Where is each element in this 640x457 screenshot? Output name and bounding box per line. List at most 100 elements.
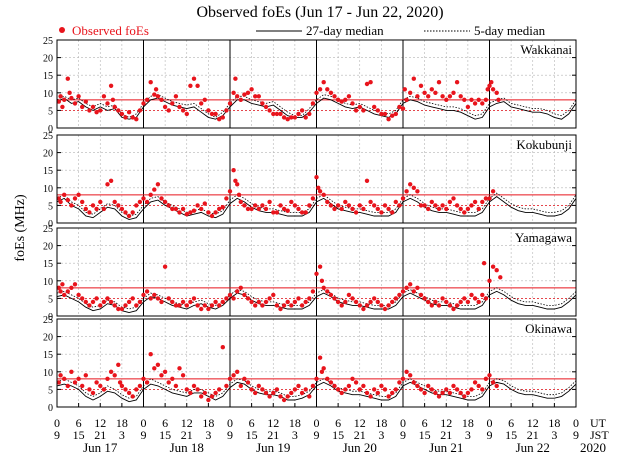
observed-point: [173, 383, 179, 389]
observed-point: [209, 303, 215, 308]
observed-point: [116, 108, 121, 113]
observed-point: [346, 292, 352, 298]
observed-point: [235, 94, 240, 99]
observed-point: [372, 296, 377, 301]
observed-point: [202, 201, 207, 206]
observed-point: [494, 268, 499, 273]
observed-point: [112, 373, 117, 378]
observed-point: [231, 90, 236, 96]
observed-point: [487, 196, 492, 201]
observed-point: [202, 390, 207, 396]
observed-point: [343, 299, 348, 305]
observed-point: [339, 303, 344, 308]
panel-frame: [56, 227, 577, 317]
jst-tick-label: 21: [354, 428, 366, 442]
observed-point: [462, 296, 467, 301]
observed-point: [397, 203, 402, 208]
observed-point: [126, 213, 132, 219]
observed-point: [108, 369, 114, 374]
observed-point: [480, 292, 485, 298]
median5-line: [56, 378, 577, 399]
observed-point: [400, 106, 406, 111]
observed-point: [278, 394, 283, 399]
observed-point: [328, 203, 334, 208]
observed-point: [173, 303, 179, 308]
y-tick-label: 5: [48, 106, 53, 117]
observed-point: [372, 104, 377, 110]
observed-point: [476, 383, 481, 389]
y-tick-label: 15: [43, 166, 53, 177]
observed-point: [159, 196, 164, 201]
observed-point: [451, 196, 456, 201]
ut-label: UT: [590, 416, 607, 430]
observed-point: [483, 296, 489, 301]
observed-point: [130, 210, 135, 215]
observed-point: [152, 187, 157, 192]
ut-tick-label: 18: [202, 416, 214, 430]
observed-point: [310, 196, 316, 201]
observed-point: [278, 306, 283, 312]
median27-line: [56, 290, 577, 313]
observed-point: [148, 80, 153, 85]
observed-point: [444, 97, 449, 103]
observed-point: [490, 189, 496, 194]
observed-point: [213, 299, 218, 305]
observed-point: [274, 111, 280, 117]
observed-point: [357, 203, 362, 208]
observed-point: [224, 108, 229, 113]
observed-point: [101, 299, 107, 305]
observed-point: [152, 366, 157, 371]
observed-point: [382, 387, 388, 392]
observed-point: [180, 206, 186, 212]
observed-point: [480, 101, 485, 106]
observed-point: [386, 206, 391, 212]
observed-point: [177, 210, 182, 215]
ut-tick-label: 12: [181, 416, 193, 430]
observed-point: [137, 299, 143, 305]
observed-point: [58, 373, 63, 378]
observed-point: [458, 299, 463, 305]
observed-point: [292, 387, 298, 392]
observed-point: [317, 87, 323, 92]
observed-point: [180, 373, 186, 378]
ut-tick-label: 12: [527, 416, 539, 430]
observed-point: [80, 296, 85, 301]
panel-okinawa: 0 5 10 15 20 25 Okinawa: [43, 315, 577, 414]
observed-point: [372, 203, 377, 208]
y-tick-label: 0: [48, 312, 53, 323]
ut-tick-label: 18: [375, 416, 387, 430]
jst-tick-label: 9: [487, 428, 493, 442]
observed-point: [335, 97, 341, 103]
observed-point: [119, 306, 125, 312]
observed-point: [69, 95, 74, 101]
observed-point: [153, 87, 159, 92]
observed-point: [148, 352, 153, 357]
observed-point: [245, 296, 251, 301]
observed-point: [80, 199, 85, 205]
observed-point: [260, 387, 265, 392]
y-tick-label: 20: [43, 333, 53, 344]
observed-point: [343, 97, 348, 103]
observed-point: [83, 299, 89, 305]
observed-point: [307, 394, 312, 399]
observed-point: [346, 203, 352, 208]
observed-point: [260, 101, 265, 106]
observed-point: [433, 90, 438, 96]
observed-point: [310, 289, 316, 294]
observed-point: [303, 387, 308, 392]
observed-point: [271, 210, 276, 215]
observed-point: [76, 192, 81, 197]
observed-point: [58, 289, 63, 294]
observed-point: [422, 203, 427, 208]
observed-point: [469, 292, 474, 298]
observed-point: [404, 189, 409, 194]
observed-point: [199, 394, 204, 399]
jst-tick-label: 15: [159, 428, 171, 442]
y-tick-label: 20: [43, 54, 53, 65]
observed-point: [487, 373, 492, 378]
jst-tick-label: 9: [54, 428, 60, 442]
observed-point: [451, 383, 456, 389]
observed-point: [112, 104, 117, 110]
observed-point: [141, 292, 146, 298]
observed-point: [480, 199, 485, 205]
